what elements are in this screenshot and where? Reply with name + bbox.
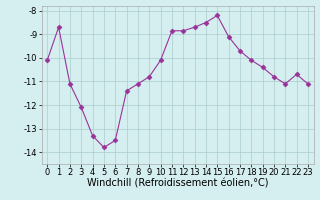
X-axis label: Windchill (Refroidissement éolien,°C): Windchill (Refroidissement éolien,°C) [87, 179, 268, 189]
